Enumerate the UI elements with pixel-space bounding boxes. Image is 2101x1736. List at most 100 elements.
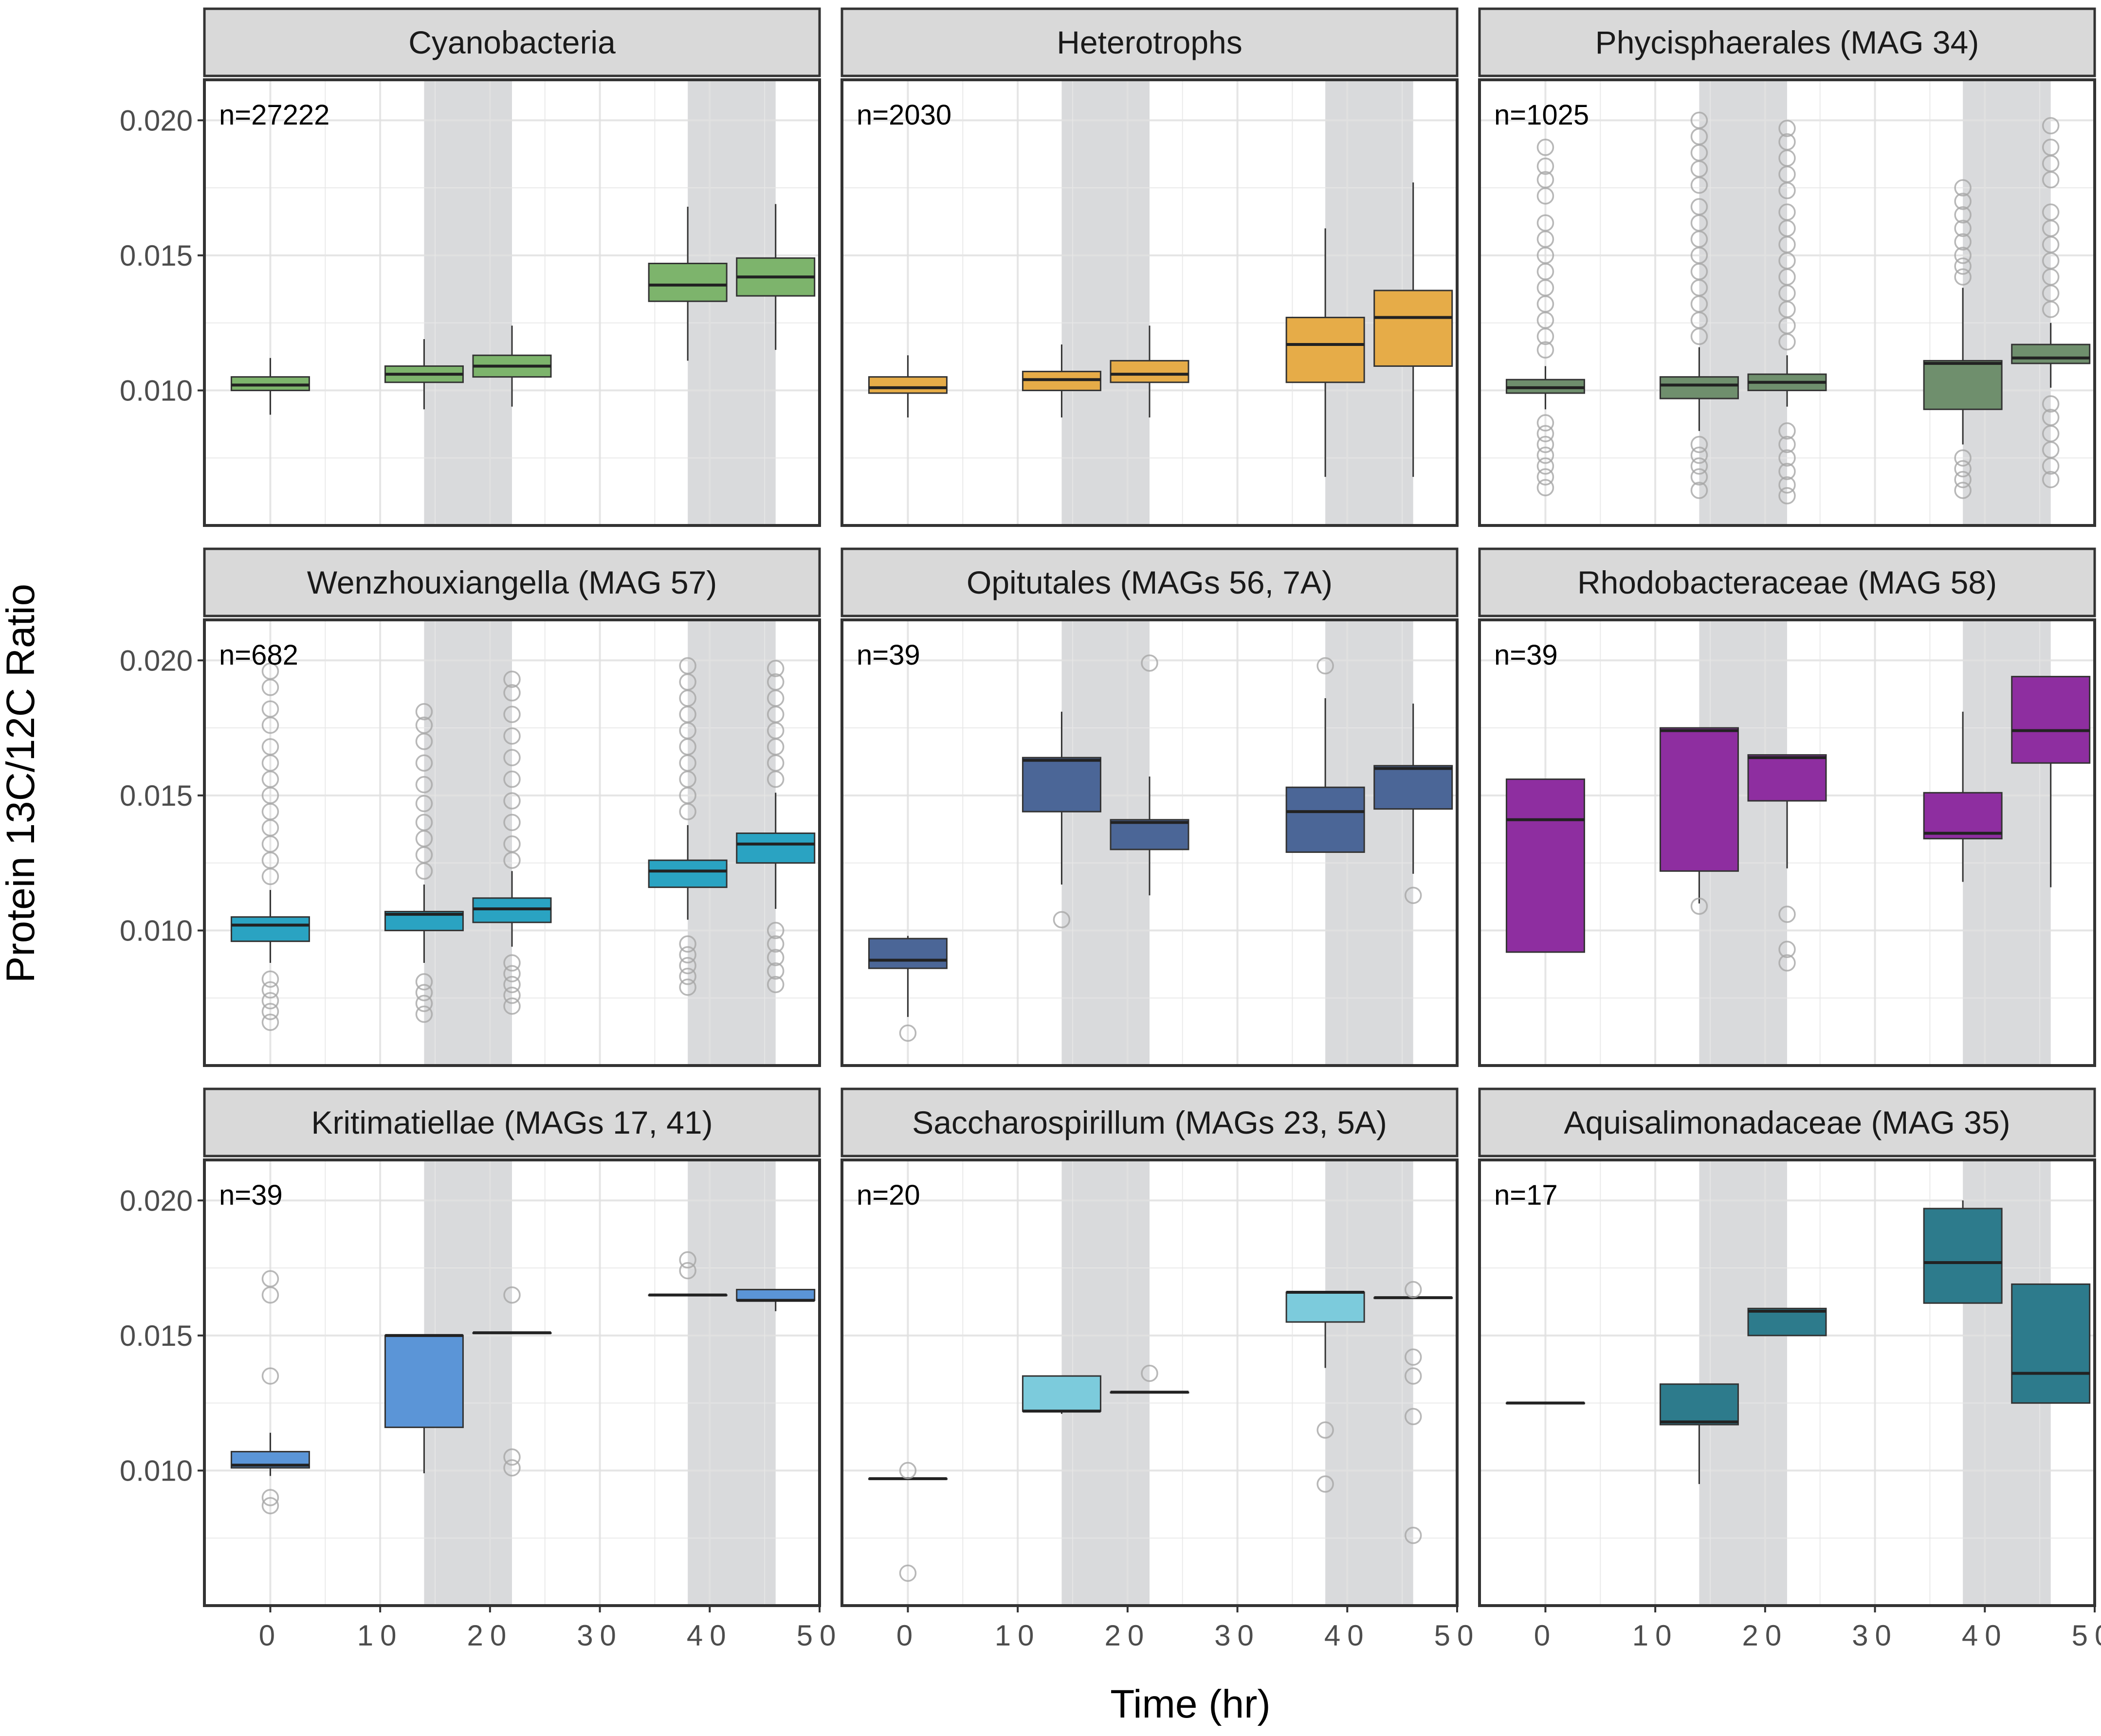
- outlier-point: [415, 1005, 433, 1023]
- y-axis-title: Protein 13C/12C Ratio: [0, 584, 43, 983]
- outlier-point: [1404, 1348, 1422, 1366]
- box-plot: [648, 206, 728, 361]
- sample-size-label: n=682: [219, 639, 298, 671]
- outlier-point: [899, 1024, 917, 1042]
- box-plot: [384, 339, 464, 410]
- x-tick-label: 50: [797, 1619, 843, 1652]
- panel-border: [1478, 78, 2096, 527]
- outlier-point: [1690, 435, 1708, 453]
- sample-size-label: n=17: [1494, 1179, 1558, 1211]
- panel-title: Rhodobacteraceae (MAG 58): [1577, 564, 1997, 600]
- outlier-point: [1690, 111, 1708, 129]
- outlier-point: [261, 1270, 279, 1288]
- x-tick-label: 20: [1742, 1619, 1788, 1652]
- panel-border: [1478, 1158, 2096, 1607]
- panel: Cyanobacteria n=27222: [203, 7, 821, 527]
- box-plot: [1110, 326, 1189, 417]
- outlier-point: [503, 792, 521, 810]
- box-plot: [472, 326, 552, 407]
- outlier-point: [1778, 422, 1796, 440]
- outlier-point: [1778, 954, 1796, 972]
- box: [1747, 1307, 1827, 1337]
- outlier-point: [1690, 897, 1708, 915]
- outlier-point: [1536, 425, 1554, 442]
- outlier-point: [261, 738, 279, 756]
- box: [2011, 676, 2091, 764]
- outlier-point: [679, 968, 696, 985]
- outlier-point: [1536, 446, 1554, 464]
- outlier-point: [261, 992, 279, 1010]
- panel: Opitutales (MAGs 56, 7A) n=39: [840, 547, 1459, 1067]
- box-plot: [384, 1334, 464, 1473]
- outlier-point: [503, 954, 521, 972]
- box-plot: [1923, 1200, 2003, 1304]
- box-plot: [1659, 1383, 1739, 1484]
- outlier-point: [1316, 1475, 1334, 1493]
- dark-period-shade: [424, 80, 512, 525]
- box: [1923, 1208, 2003, 1304]
- outlier-point: [1778, 133, 1796, 151]
- panel: Phycisphaerales (MAG 34) n=1025: [1478, 7, 2096, 527]
- outlier-point: [503, 976, 521, 994]
- outlier-point: [261, 1003, 279, 1020]
- outlier-point: [2042, 470, 2060, 488]
- y-tick-label: 0.020: [120, 644, 193, 677]
- box-plot: [472, 1286, 552, 1477]
- outlier-point: [1778, 476, 1796, 494]
- box-plot: [1373, 1281, 1453, 1544]
- outlier-point: [679, 978, 696, 996]
- panel-border: [203, 618, 821, 1067]
- panel-border: [203, 78, 821, 527]
- x-tick-label: 50: [2072, 1619, 2101, 1652]
- outlier-point: [503, 835, 521, 853]
- outlier-point: [503, 986, 521, 1004]
- box-plot: [1285, 657, 1365, 853]
- x-axis-ticks: 0 10 20 30 40 50 0 10 20 30 40 50 0 10 20 30 40 50: [259, 1606, 2101, 1652]
- outlier-point: [261, 981, 279, 999]
- outlier-point: [1954, 268, 1972, 286]
- x-tick-label: 10: [1632, 1619, 1679, 1652]
- outlier-point: [1690, 457, 1708, 475]
- outlier-point: [1404, 1281, 1422, 1299]
- outlier-point: [1536, 341, 1554, 359]
- box-plot: [1923, 711, 2003, 882]
- box: [1659, 1383, 1739, 1426]
- outlier-point: [899, 1462, 917, 1480]
- box: [1659, 727, 1739, 872]
- strip-background: [1478, 547, 2096, 617]
- outlier-point: [503, 684, 521, 702]
- outlier-point: [767, 962, 785, 980]
- box-plot: [2011, 1283, 2091, 1404]
- outlier-point: [1778, 487, 1796, 505]
- sample-size-label: n=39: [1494, 639, 1558, 671]
- x-tick-label: 50: [1434, 1619, 1480, 1652]
- outlier-point: [1316, 1421, 1334, 1439]
- outlier-point: [415, 814, 433, 832]
- outlier-point: [1954, 460, 1972, 478]
- box-plot: [868, 355, 948, 417]
- box-plot: [384, 703, 464, 1023]
- dark-period-shade: [1699, 1160, 1787, 1606]
- panel-title: Wenzhouxiangella (MAG 57): [307, 564, 717, 600]
- outlier-point: [1954, 470, 1972, 488]
- box: [736, 1288, 816, 1302]
- box-plot: [648, 657, 728, 996]
- box-plot: [648, 1251, 728, 1297]
- outlier-point: [1536, 414, 1554, 432]
- box-plot: [1022, 1375, 1101, 1414]
- x-tick-label: 10: [357, 1619, 403, 1652]
- panel: Kritimatiellae (MAGs 17, 41) n=39: [203, 1087, 821, 1607]
- box: [648, 859, 728, 888]
- box-plot: [1022, 344, 1101, 417]
- outlier-point: [767, 922, 785, 940]
- outlier-point: [261, 970, 279, 988]
- box-plot: [1285, 228, 1365, 477]
- strip-background: [203, 7, 821, 77]
- panels-layer: Cyanobacteria n=27222 Heterotrophs n=2030 Ph…: [203, 7, 2096, 1607]
- outlier-point: [2042, 409, 2060, 426]
- box-plot: [230, 1270, 310, 1515]
- outlier-point: [503, 1459, 521, 1477]
- outlier-point: [1536, 479, 1554, 497]
- y-tick-label: 0.010: [120, 374, 193, 407]
